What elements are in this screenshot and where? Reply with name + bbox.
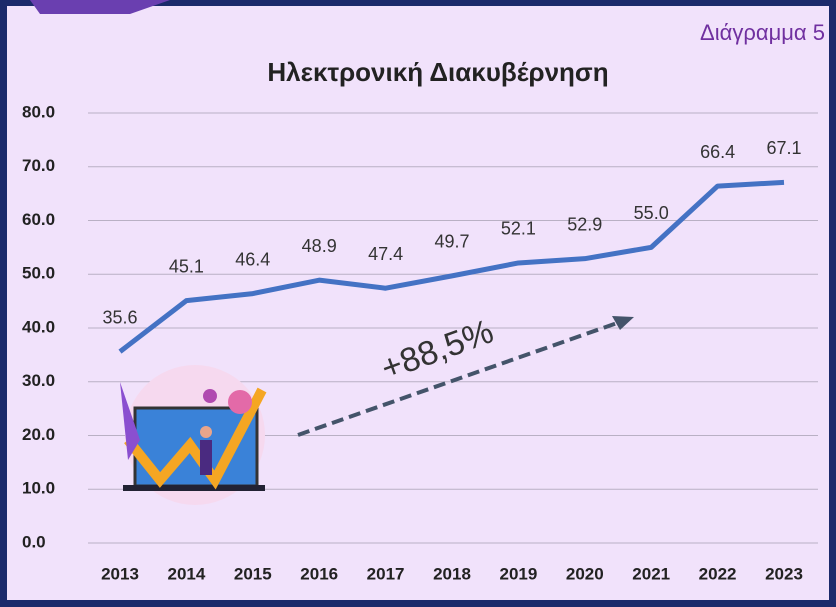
data-label: 52.1 <box>501 219 536 239</box>
data-label: 66.4 <box>700 142 735 162</box>
data-label: 35.6 <box>102 307 137 327</box>
illustration <box>120 365 267 505</box>
data-label: 45.1 <box>169 256 204 276</box>
data-label: 67.1 <box>766 138 801 158</box>
arrow-head <box>612 316 634 330</box>
x-tick-label: 2015 <box>234 564 272 583</box>
x-tick-label: 2017 <box>367 564 405 583</box>
data-line <box>118 179 785 354</box>
y-tick-label: 20.0 <box>22 425 55 444</box>
y-tick-label: 40.0 <box>22 317 55 336</box>
background <box>7 6 829 600</box>
data-label: 49.7 <box>434 232 469 252</box>
data-label: 46.4 <box>235 249 270 269</box>
logo <box>30 0 170 14</box>
x-tick-label: 2023 <box>765 564 803 583</box>
data-label: 48.9 <box>302 236 337 256</box>
trend-arrow <box>297 320 621 437</box>
y-tick-label: 30.0 <box>22 371 55 390</box>
x-tick-label: 2014 <box>167 564 205 583</box>
x-tick-label: 2022 <box>699 564 737 583</box>
data-label: 47.4 <box>368 244 403 264</box>
data-label: 52.9 <box>567 214 602 234</box>
x-tick-label: 2021 <box>632 564 670 583</box>
chart-title: Ηλεκτρονική Διακυβέρνηση <box>267 57 608 87</box>
y-tick-label: 70.0 <box>22 156 55 175</box>
data-label: 55.0 <box>634 203 669 223</box>
x-tick-label: 2016 <box>300 564 338 583</box>
x-tick-label: 2019 <box>499 564 537 583</box>
y-tick-label: 50.0 <box>22 264 55 283</box>
x-tick-label: 2013 <box>101 564 139 583</box>
x-tick-label: 2018 <box>433 564 471 583</box>
y-tick-label: 0.0 <box>22 532 46 551</box>
chart-subtitle: Διάγραμμα 5 <box>700 20 825 45</box>
y-tick-label: 10.0 <box>22 479 55 498</box>
y-tick-label: 60.0 <box>22 210 55 229</box>
y-tick-label: 80.0 <box>22 102 55 121</box>
x-tick-label: 2020 <box>566 564 604 583</box>
